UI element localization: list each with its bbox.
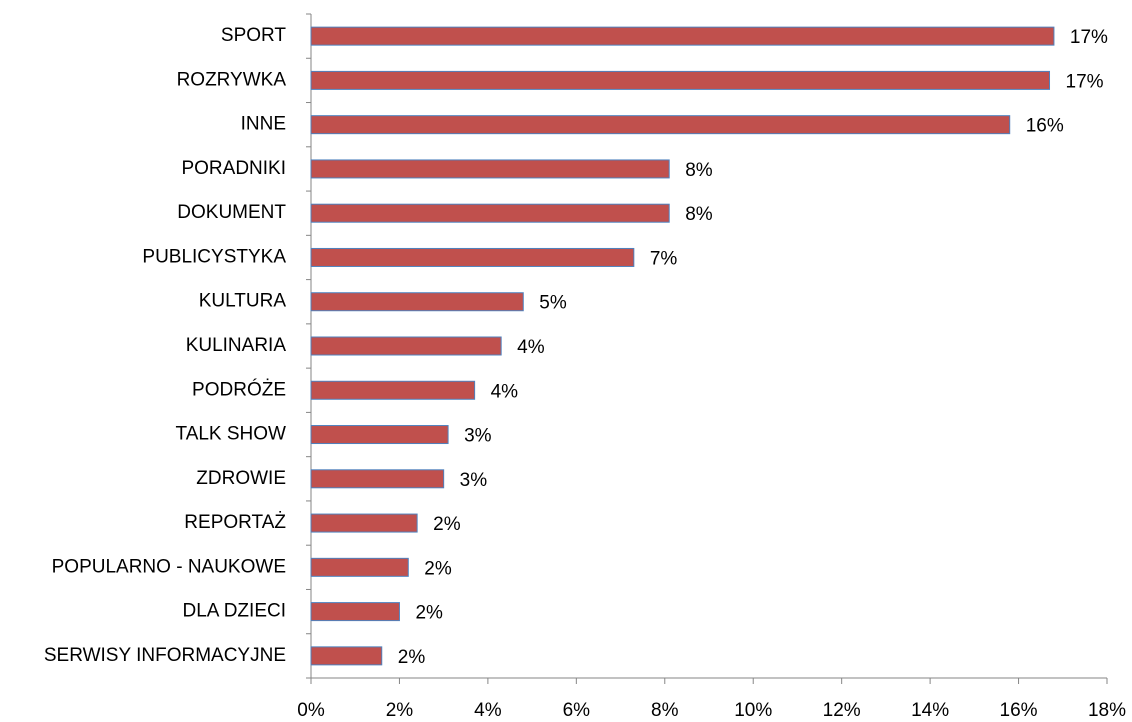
value-label: 2% — [415, 603, 443, 624]
x-tick-label: 12% — [823, 700, 861, 721]
bar — [310, 247, 635, 267]
x-tick-label: 10% — [734, 700, 772, 721]
y-tick-label: DLA DZIECI — [183, 601, 286, 622]
value-label: 5% — [539, 293, 567, 314]
value-label: 7% — [650, 248, 678, 269]
bar — [310, 115, 1011, 135]
y-tick-label: SERWISY INFORMACYJNE — [44, 645, 286, 666]
y-tick-label: PUBLICYSTYKA — [142, 246, 286, 267]
bar — [310, 336, 502, 356]
bar — [310, 646, 383, 666]
value-label: 3% — [464, 426, 492, 447]
value-label: 17% — [1066, 71, 1104, 92]
y-tick-label: TALK SHOW — [176, 424, 287, 445]
bar — [310, 425, 449, 445]
bar — [310, 292, 524, 312]
bar — [310, 602, 400, 622]
x-tick-label: 0% — [297, 700, 325, 721]
bar — [310, 557, 409, 577]
bar — [310, 159, 670, 179]
y-tick-label: INNE — [241, 114, 286, 135]
value-label: 2% — [433, 514, 461, 535]
x-tick-label: 18% — [1088, 700, 1126, 721]
value-label: 2% — [424, 558, 452, 579]
bar — [310, 70, 1051, 90]
x-tick-label: 8% — [651, 700, 679, 721]
y-tick-label: KULTURA — [199, 291, 287, 312]
y-tick-label: SPORT — [221, 25, 287, 46]
x-tick-label: 4% — [474, 700, 502, 721]
value-label: 8% — [685, 160, 713, 181]
y-tick-label: PODRÓŻE — [192, 378, 286, 400]
y-tick-label: DOKUMENT — [177, 202, 286, 223]
x-tick-label: 2% — [386, 700, 414, 721]
x-tick-label: 16% — [1000, 700, 1038, 721]
y-tick-label: ROZRYWKA — [177, 69, 287, 90]
value-label: 4% — [491, 381, 519, 402]
value-label: 2% — [398, 647, 426, 668]
y-tick-label: PORADNIKI — [181, 158, 286, 179]
value-label: 3% — [460, 470, 488, 491]
y-tick-label: KULINARIA — [186, 335, 287, 356]
bar — [310, 513, 418, 533]
x-tick-label: 6% — [563, 700, 591, 721]
x-tick-label: 14% — [911, 700, 949, 721]
bar — [310, 203, 670, 223]
bar — [310, 469, 445, 489]
value-label: 4% — [517, 337, 545, 358]
bar — [310, 26, 1055, 46]
y-tick-label: ZDROWIE — [196, 468, 286, 489]
bar — [310, 380, 476, 400]
value-label: 8% — [685, 204, 713, 225]
y-tick-label: REPORTAŻ — [184, 512, 286, 533]
value-label: 17% — [1070, 27, 1108, 48]
y-tick-label: POPULARNO - NAUKOWE — [52, 556, 286, 577]
value-label: 16% — [1026, 116, 1064, 137]
